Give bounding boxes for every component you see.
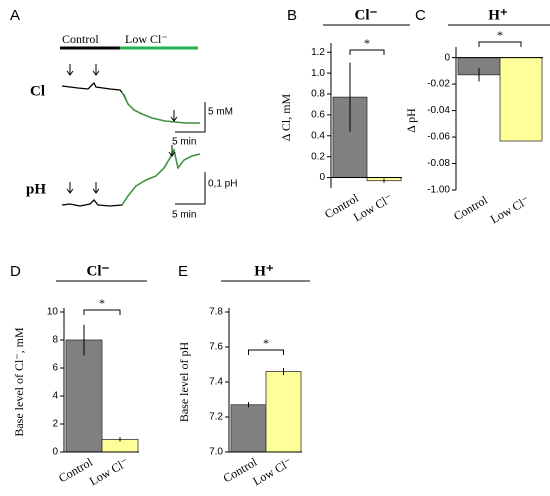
y-tick-label: 0.4 bbox=[311, 130, 325, 141]
y-tick-label: -0.06 bbox=[427, 132, 450, 143]
scale-label: 5 min bbox=[172, 137, 196, 148]
y-axis-label: Δ pH bbox=[404, 108, 418, 133]
y-tick-label: 7.4 bbox=[209, 377, 223, 388]
legend-low-cl: Low Cl⁻ bbox=[125, 32, 168, 46]
y-tick-label: -0.04 bbox=[427, 105, 450, 116]
y-tick-label: 7.2 bbox=[209, 412, 223, 423]
bar bbox=[499, 57, 543, 142]
chart-title: H⁺ bbox=[488, 7, 508, 23]
arrows bbox=[66, 64, 206, 205]
y-tick-label: 7.0 bbox=[209, 447, 223, 458]
bar bbox=[265, 371, 302, 453]
chart-title: H⁺ bbox=[254, 263, 274, 279]
y-tick-label: 0.6 bbox=[311, 110, 325, 121]
y-tick-label: 1.0 bbox=[311, 68, 325, 79]
significance: * bbox=[364, 36, 370, 50]
ph-trace-low bbox=[121, 148, 201, 206]
scale-label: 5 min bbox=[172, 210, 196, 221]
significance-bracket bbox=[349, 49, 385, 55]
y-tick-label: -0.02 bbox=[427, 79, 450, 90]
panel-label: D bbox=[10, 263, 21, 280]
cl-trace-low bbox=[121, 91, 200, 124]
bar bbox=[230, 404, 267, 453]
y-tick-label: 7.8 bbox=[209, 307, 223, 318]
y-tick-label: 8 bbox=[52, 335, 58, 346]
chart-title: Cl⁻ bbox=[355, 7, 378, 23]
significance: * bbox=[263, 336, 269, 350]
y-tick-label: 7.6 bbox=[209, 342, 223, 353]
trace-label: Cl bbox=[30, 83, 45, 99]
significance: * bbox=[99, 296, 105, 310]
significance-bracket bbox=[248, 349, 284, 355]
y-axis-label: Base level of Cl⁻, mM bbox=[12, 327, 26, 437]
y-tick-label: 0 bbox=[444, 52, 450, 63]
panel-label: B bbox=[287, 7, 297, 24]
y-tick-label: -1.00 bbox=[427, 185, 450, 196]
panel-label: E bbox=[178, 263, 188, 280]
y-tick-label: 6 bbox=[52, 363, 58, 374]
y-axis-label: Δ Cl, mM bbox=[279, 93, 293, 141]
panel-a: A Control Low Cl⁻ Cl pH 5 mM 5 min 0,1 p… bbox=[10, 7, 237, 221]
y-axis-label: Base level of pH bbox=[177, 342, 191, 423]
y-tick-label: 1.2 bbox=[311, 47, 325, 58]
scale-label: 5 mM bbox=[208, 107, 233, 118]
y-tick-label: -0.08 bbox=[427, 158, 450, 169]
y-tick-label: 2 bbox=[52, 419, 58, 430]
scale-label: 0,1 pH bbox=[208, 179, 237, 190]
y-tick-label: 0 bbox=[52, 447, 58, 458]
legend-control: Control bbox=[62, 32, 99, 46]
x-tick-label: Low Cl⁻ bbox=[488, 193, 532, 226]
cl-trace bbox=[61, 81, 200, 124]
x-tick-label: Control bbox=[451, 193, 490, 224]
y-tick-label: 10 bbox=[47, 307, 59, 318]
panel-label: C bbox=[415, 7, 426, 24]
panel-label: A bbox=[10, 7, 20, 24]
ph-trace bbox=[61, 148, 201, 207]
x-tick-label: Low Cl⁻ bbox=[351, 191, 395, 224]
chart-title: Cl⁻ bbox=[87, 263, 110, 279]
x-tick-label: Low Cl⁻ bbox=[250, 455, 294, 488]
bar bbox=[65, 339, 103, 453]
significance-bracket bbox=[478, 41, 522, 47]
y-tick-label: 0.8 bbox=[311, 89, 325, 100]
y-tick-label: 0 bbox=[319, 172, 325, 183]
y-tick-label: 0.2 bbox=[311, 151, 325, 162]
y-tick-label: 4 bbox=[52, 391, 58, 402]
significance: * bbox=[497, 28, 503, 42]
significance-bracket bbox=[83, 309, 121, 315]
trace-label: pH bbox=[26, 181, 46, 197]
x-tick-label: Low Cl⁻ bbox=[87, 455, 131, 488]
